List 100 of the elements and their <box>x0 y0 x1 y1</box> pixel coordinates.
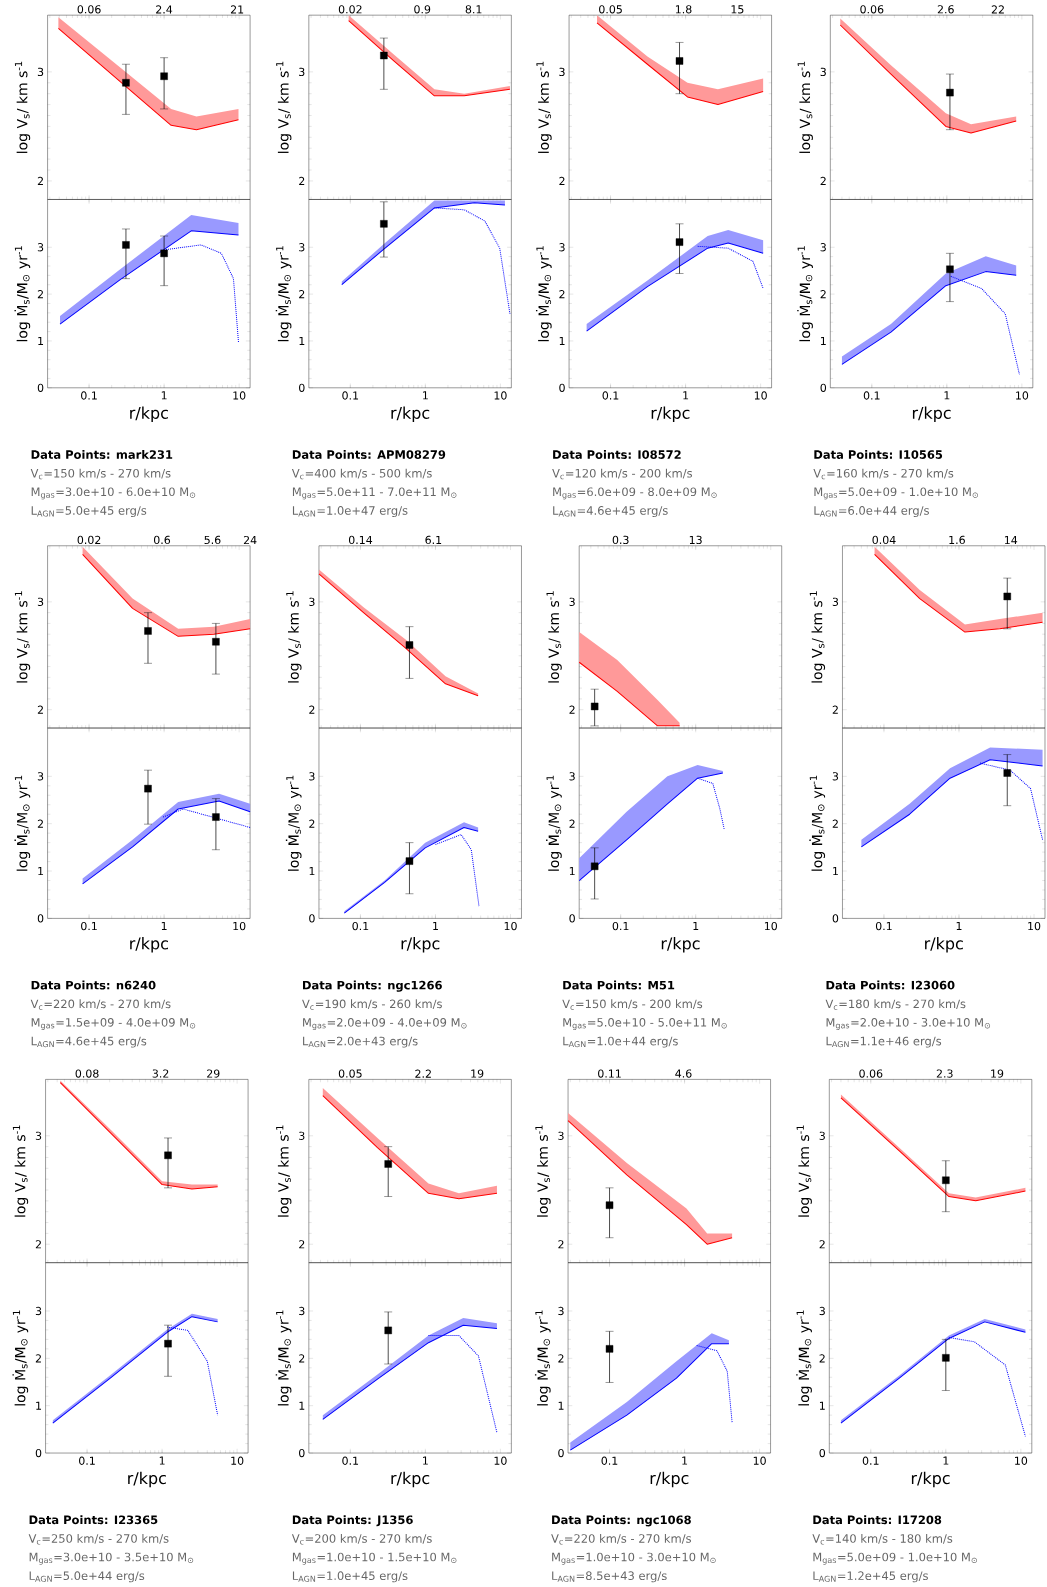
y-axis-title: log V$_{s}$/ km s$^{-1}$ <box>276 61 292 153</box>
x-tick-label: 0.1 <box>601 1456 618 1465</box>
x-tick-label: 0.1 <box>862 1456 879 1465</box>
text: Data Points: J1356 <box>292 1515 413 1527</box>
x-axis-title: r/kpc <box>661 937 700 953</box>
text: Data Points: ngc1266 <box>303 980 442 992</box>
y-tick-label: 2 <box>299 290 305 299</box>
text: L$_{AGN}$=1.0e+44 erg/s <box>563 1036 678 1048</box>
x-tick-label: 1 <box>944 391 950 400</box>
text: 0.6 <box>153 535 171 545</box>
y-tick-label: 2 <box>819 1240 825 1249</box>
y-tick-label: 2 <box>309 705 315 714</box>
text: M$_{gas}$=2.0e+09 - 4.0e+09 M$_{⊙}$ <box>303 1018 467 1031</box>
y-tick-label: 3 <box>820 67 826 77</box>
x-tick-label: 10 <box>233 391 246 400</box>
y-tick-label: 3 <box>37 67 44 77</box>
x-axis-title: r/kpc <box>925 937 963 953</box>
y-tick-label: 1 <box>36 1401 42 1410</box>
y-tick-label: 3 <box>832 597 839 607</box>
y-tick-label: 2 <box>820 176 826 186</box>
x-tick-label: 1 <box>423 1456 428 1465</box>
x-tick-label: 1 <box>682 1456 688 1465</box>
y-tick-label: 0 <box>37 383 44 392</box>
y-axis-title: log V$_{s}$/ km s$^{-1}$ <box>796 1125 812 1217</box>
y-tick-label: 3 <box>820 243 826 252</box>
y-tick-label: 2 <box>559 290 565 299</box>
text: V$_{c}$=250 km/s - 270 km/s <box>28 1533 169 1545</box>
text: 0.02 <box>338 5 362 14</box>
x-axis-title: r/kpc <box>650 1471 689 1488</box>
text: M$_{gas}$=5.0e+10 - 5.0e+11 M$_{⊙}$ <box>563 1018 727 1031</box>
text: 8.1 <box>465 5 482 14</box>
x-tick-label: 0.1 <box>342 391 359 400</box>
text: 0.04 <box>872 535 896 545</box>
text: 6.1 <box>425 535 442 545</box>
x-tick-label: 10 <box>504 921 517 931</box>
text: L$_{AGN}$=6.0e+44 erg/s <box>814 506 929 518</box>
y-tick-label: 0 <box>819 1448 826 1458</box>
y-tick-label: 2 <box>37 705 43 714</box>
text: Data Points: n6240 <box>31 980 156 990</box>
y-tick-label: 3 <box>819 1306 825 1316</box>
y-tick-label: 2 <box>35 1240 41 1249</box>
y-tick-label: 2 <box>569 819 575 828</box>
x-tick-label: 10 <box>764 921 777 931</box>
text: L$_{AGN}$=8.5e+43 erg/s <box>552 1571 667 1583</box>
y-axis-title: log V$_{s}$/ km s$^{-1}$ <box>12 1125 29 1217</box>
y-tick-label: 2 <box>299 1240 305 1249</box>
x-tick-label: 10 <box>1016 391 1029 400</box>
y-tick-label: 1 <box>299 336 305 345</box>
x-axis-title: r/kpc <box>128 1471 166 1488</box>
x-axis-title: r/kpc <box>391 406 430 423</box>
x-axis-title: r/kpc <box>130 937 168 953</box>
x-tick-label: 0.1 <box>875 921 892 931</box>
text: 0.05 <box>338 1069 362 1078</box>
y-tick-label: 2 <box>558 1240 564 1249</box>
text: L$_{AGN}$=1.1e+46 erg/s <box>826 1036 942 1048</box>
x-tick-label: 1 <box>943 1456 949 1465</box>
text: 0.11 <box>598 1069 621 1078</box>
y-axis-title: log Ṁ$_{s}$/M$_{⊙}$ yr$^{-1}$ <box>796 1310 812 1406</box>
x-tick-label: 0.1 <box>342 1456 359 1465</box>
text: 15 <box>731 5 744 14</box>
text: 2.3 <box>936 1069 953 1078</box>
y-tick-label: 1 <box>38 336 44 345</box>
y-tick-label: 2 <box>819 1354 825 1363</box>
y-tick-label: 0 <box>832 914 839 923</box>
text: Data Points: mark231 <box>31 450 173 459</box>
text: V$_{c}$=200 km/s - 270 km/s <box>291 1533 432 1545</box>
y-tick-label: 3 <box>37 772 44 781</box>
text: L$_{AGN}$=1.0e+45 erg/s <box>292 1571 408 1583</box>
y-axis-title: log Ṁ$_{s}$/M$_{⊙}$ yr$^{-1}$ <box>275 246 292 342</box>
text: V$_{c}$=140 km/s - 180 km/s <box>812 1533 953 1545</box>
text: 13 <box>689 535 702 545</box>
y-tick-label: 0 <box>569 914 575 923</box>
x-tick-label: 1 <box>693 921 699 930</box>
y-tick-label: 1 <box>558 1401 564 1410</box>
text: M$_{gas}$=3.0e+10 - 6.0e+10 M$_{⊙}$ <box>31 487 196 500</box>
y-tick-label: 3 <box>37 243 44 252</box>
text: 19 <box>991 1069 1004 1078</box>
text: Data Points: I23365 <box>29 1515 158 1525</box>
text: V$_{c}$=220 km/s - 270 km/s <box>551 1533 692 1545</box>
y-tick-label: 2 <box>569 705 575 714</box>
y-tick-label: 3 <box>309 597 315 607</box>
y-axis-title: log Ṁ$_{s}$/M$_{⊙}$ yr$^{-1}$ <box>809 775 826 871</box>
y-tick-label: 1 <box>833 867 838 876</box>
x-tick-label: 1 <box>956 921 962 930</box>
x-tick-label: 1 <box>159 1456 165 1465</box>
text: V$_{c}$=190 km/s - 260 km/s <box>302 999 442 1010</box>
text: M$_{gas}$=3.0e+10 - 3.5e+10 M$_{⊙}$ <box>29 1552 194 1565</box>
y-tick-label: 3 <box>569 772 575 781</box>
y-tick-label: 3 <box>299 1306 305 1316</box>
x-axis-title: r/kpc <box>912 406 951 423</box>
y-tick-label: 3 <box>299 1131 305 1140</box>
text: Data Points: I23060 <box>826 980 955 990</box>
text: 0.06 <box>860 5 884 14</box>
y-tick-label: 0 <box>558 1448 564 1458</box>
x-tick-label: 1 <box>423 391 428 400</box>
y-tick-label: 3 <box>299 67 305 77</box>
text: V$_{c}$=180 km/s - 270 km/s <box>825 999 966 1010</box>
x-tick-label: 0.1 <box>79 1456 95 1465</box>
text: 0.9 <box>414 5 431 14</box>
text: 0.14 <box>348 535 373 545</box>
